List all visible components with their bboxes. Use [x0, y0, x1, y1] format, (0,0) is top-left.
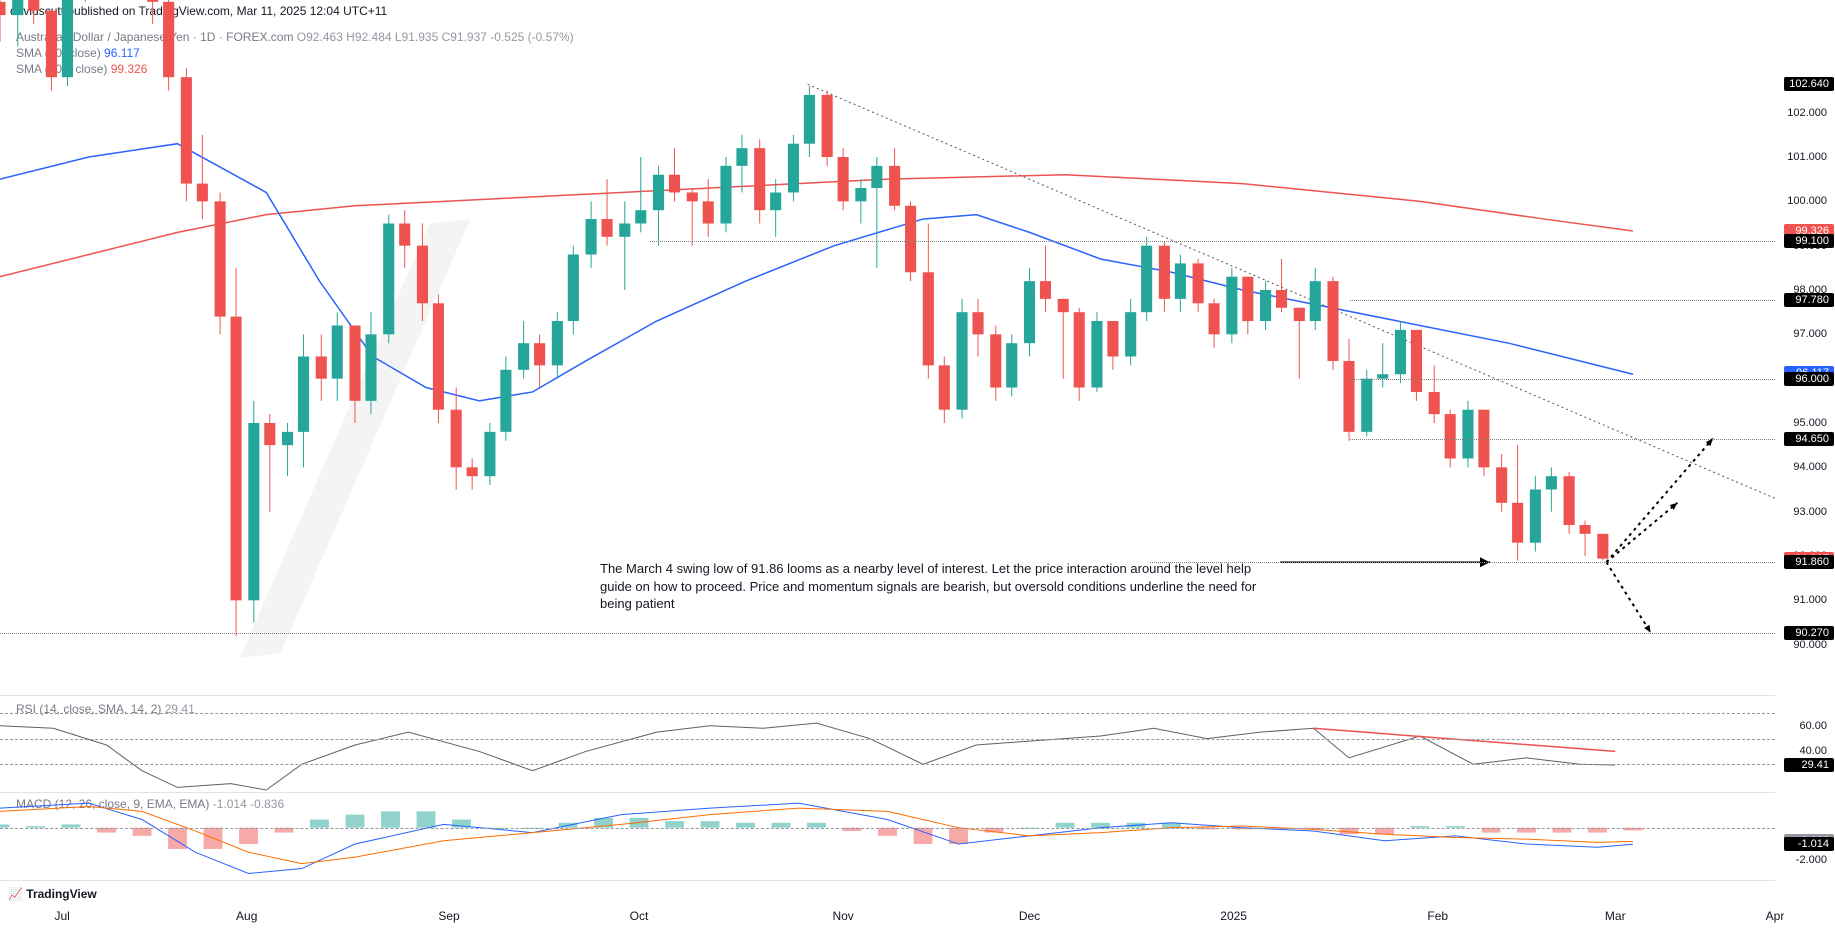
sma50-val: 96.117: [104, 46, 140, 60]
x-axis: JulAugSepOctNovDec2025FebMarApr: [0, 905, 1775, 925]
symbol-text: Australian Dollar / Japanese Yen · 1D · …: [16, 30, 297, 44]
logo-text: TradingView: [26, 887, 96, 901]
sma200-val: 99.326: [111, 62, 148, 76]
macd-val2: -0.836: [250, 797, 284, 811]
rsi-legend: RSI (14, close, SMA, 14, 2) 29.41: [16, 702, 195, 716]
symbol-legend: Australian Dollar / Japanese Yen · 1D · …: [16, 30, 574, 44]
panel-sep-1: [0, 695, 1775, 696]
panel-sep-3: [0, 880, 1775, 881]
sma50-legend: SMA (50, close) 96.117: [16, 46, 140, 60]
macd-val1: -1.014: [213, 797, 247, 811]
publish-info: davidscutt published on TradingView.com,…: [10, 4, 387, 18]
ohlc-text: O92.463 H92.484 L91.935 C91.937 -0.525 (…: [297, 30, 574, 44]
tradingview-logo: 📈 TradingView: [8, 887, 97, 901]
sma200-legend: SMA (200, close) 99.326: [16, 62, 147, 76]
sma200-label: SMA (200, close): [16, 62, 107, 76]
logo-icon: 📈: [8, 887, 23, 901]
macd-label: MACD (12, 26, close, 9, EMA, EMA): [16, 797, 209, 811]
sma50-label: SMA (50, close): [16, 46, 101, 60]
rsi-label: RSI (14, close, SMA, 14, 2): [16, 702, 161, 716]
rsi-val: 29.41: [165, 702, 195, 716]
annotation-text: The March 4 swing low of 91.86 looms as …: [600, 560, 1280, 613]
macd-legend: MACD (12, 26, close, 9, EMA, EMA) -1.014…: [16, 797, 284, 811]
panel-sep-2: [0, 792, 1775, 793]
